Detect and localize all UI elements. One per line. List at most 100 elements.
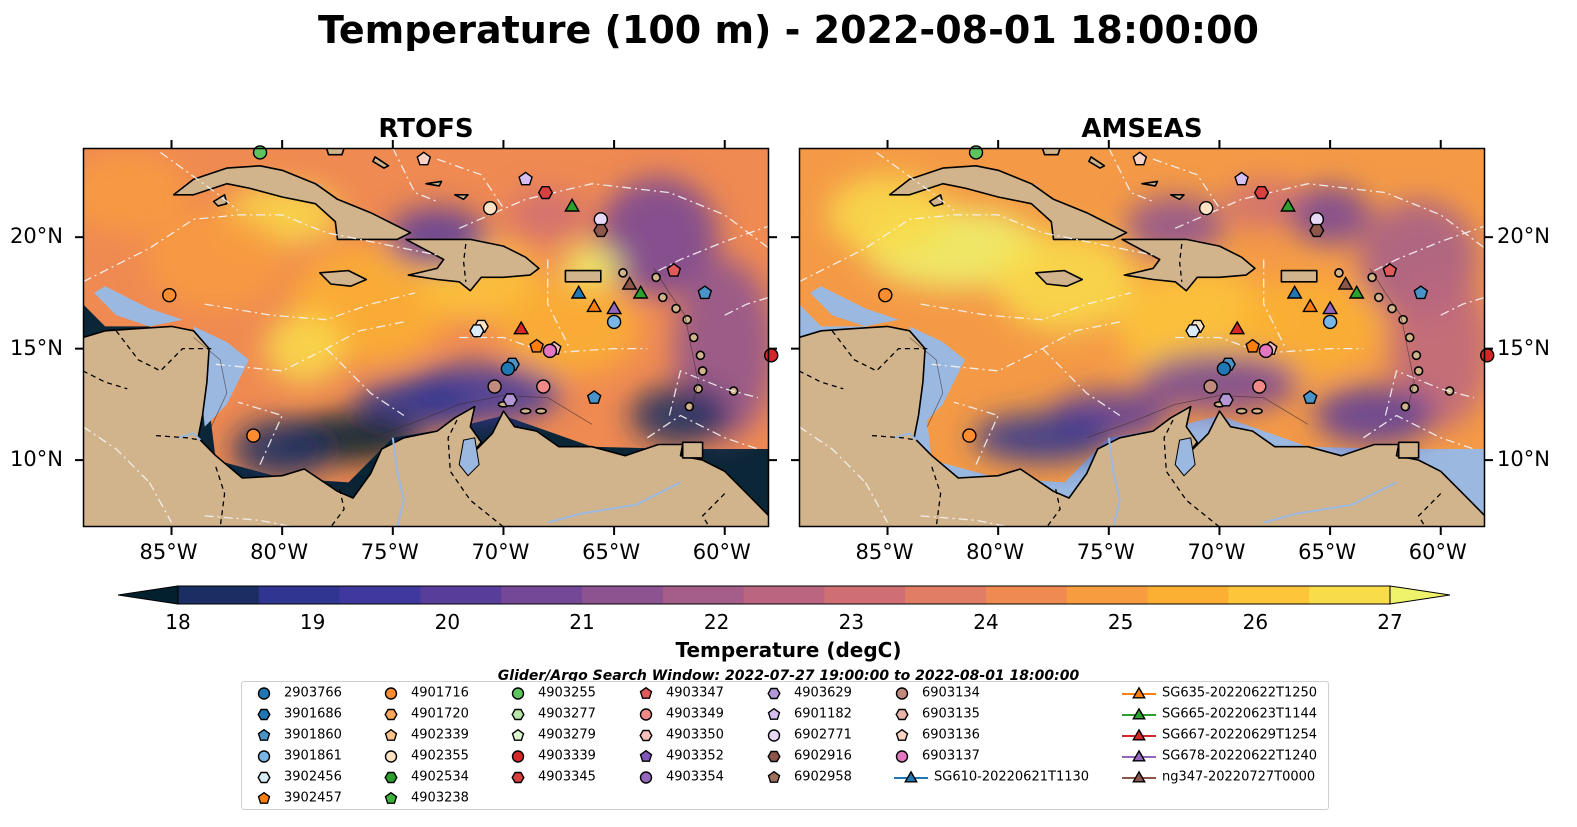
legend-label: 4901720 — [411, 706, 469, 722]
legend-marker — [894, 770, 928, 783]
legend-item: 4903238 — [383, 790, 469, 806]
legend-label: 4902355 — [411, 748, 469, 764]
longitude-tick-label: 80°W — [250, 540, 309, 564]
colorbar-tick-label: 27 — [1377, 610, 1403, 634]
colorbar-extend-low — [117, 585, 179, 605]
legend-item: SG667-20220629T1254 — [1122, 727, 1317, 743]
legend-item: 6903136 — [894, 727, 980, 743]
legend-item: 4901720 — [383, 706, 469, 722]
legend-symbol — [384, 771, 398, 784]
colorbar-tick-label: 21 — [569, 610, 595, 634]
colorbar-tick-label: 24 — [973, 610, 999, 634]
observation-marker — [536, 379, 551, 394]
legend-symbol — [384, 791, 398, 804]
colorbar-tick-label: 22 — [703, 610, 730, 634]
legend-label: SG678-20220622T1240 — [1162, 748, 1318, 764]
observation-marker — [1309, 212, 1325, 227]
legend-symbol — [257, 750, 271, 763]
latitude-tick-label: 10°N — [1497, 447, 1550, 472]
legend-marker — [767, 750, 781, 763]
colorbar-tick-label: 26 — [1242, 610, 1269, 634]
observation-marker — [1280, 197, 1297, 212]
map-panel-rtofs[interactable] — [75, 140, 779, 535]
legend-item: 6901182 — [766, 706, 852, 722]
observation-marker — [570, 284, 587, 299]
legend-label: 4902339 — [411, 727, 469, 743]
legend-marker — [767, 707, 781, 720]
colorbar-segment — [1309, 586, 1391, 604]
legend-label: 6902958 — [794, 769, 852, 785]
legend-marker — [895, 750, 909, 763]
legend-symbol — [767, 707, 781, 720]
legend-symbol — [511, 708, 525, 721]
observation-marker — [1203, 379, 1218, 394]
observation-marker — [593, 212, 609, 227]
observation-marker — [1413, 285, 1429, 300]
observation-marker — [1302, 298, 1319, 313]
rivers — [893, 432, 1397, 527]
legend-symbol — [384, 750, 398, 763]
legend-symbol — [639, 771, 653, 784]
latitude-tick-label: 20°N — [10, 224, 63, 249]
eez-boundaries — [83, 148, 769, 527]
longitude-tick-label: 85°W — [139, 540, 198, 564]
latitude-tick-label: 15°N — [10, 335, 63, 360]
colorbar-segment — [1228, 586, 1310, 604]
legend-item: 4903347 — [638, 685, 724, 701]
colorbar-segment — [420, 586, 502, 604]
legend-symbol — [639, 749, 653, 762]
legend-item: SG610-20220621T1130 — [894, 769, 1089, 785]
observation-marker — [518, 171, 533, 186]
legend-marker — [511, 750, 525, 763]
land — [799, 148, 1485, 527]
colorbar-segment — [905, 586, 987, 604]
observation-marker — [1480, 348, 1495, 363]
legend-label: 6902916 — [794, 748, 852, 764]
legend-item: 3901686 — [256, 706, 342, 722]
legend-marker — [1122, 749, 1156, 762]
legend-symbol — [257, 771, 271, 784]
country-borders — [799, 243, 1442, 527]
longitude-tick-label: 70°W — [471, 540, 530, 564]
observation-marker — [586, 298, 603, 313]
legend-label: 2903766 — [284, 685, 342, 701]
latitude-tick-label: 10°N — [10, 447, 63, 472]
observation-marker — [564, 197, 581, 212]
legend-marker — [1122, 686, 1156, 699]
legend-marker — [384, 791, 398, 804]
observation-marker — [542, 343, 558, 359]
observation-marker — [1253, 186, 1270, 200]
legend-symbol — [1132, 686, 1146, 699]
legend-label: 6901182 — [794, 706, 852, 722]
colorbar-segment — [986, 586, 1068, 604]
legend-marker — [257, 708, 271, 721]
legend-marker — [511, 708, 525, 721]
legend-symbol — [895, 687, 909, 700]
legend-label: 4903352 — [666, 748, 724, 764]
legend-marker — [639, 749, 653, 762]
observation-marker — [632, 284, 649, 299]
legend-symbol — [511, 771, 525, 784]
legend-item: 6903137 — [894, 748, 980, 764]
legend-item: 3901860 — [256, 727, 342, 743]
axis-ticks — [75, 140, 777, 535]
latitude-tick-label: 20°N — [1497, 224, 1550, 249]
map-panel-amseas[interactable] — [791, 140, 1495, 535]
legend-item: 4903339 — [510, 748, 596, 764]
legend-marker — [895, 687, 909, 700]
observation-marker — [621, 275, 638, 290]
legend-marker — [511, 687, 525, 700]
colorbar — [117, 585, 1451, 605]
legend-item: 4903255 — [510, 685, 596, 701]
legend-marker — [384, 728, 398, 741]
legend-marker — [895, 728, 909, 741]
observation-marker — [666, 262, 682, 277]
longitude-tick-label: 75°W — [1076, 540, 1135, 564]
colorbar-segment — [662, 586, 745, 604]
longitude-tick-label: 65°W — [582, 540, 641, 564]
lake-maracaibo — [1174, 437, 1196, 477]
observation-marker — [1286, 284, 1303, 299]
legend-item: 4903352 — [638, 748, 724, 764]
legend-item: SG678-20220622T1240 — [1122, 748, 1317, 764]
legend-symbol — [895, 728, 909, 741]
